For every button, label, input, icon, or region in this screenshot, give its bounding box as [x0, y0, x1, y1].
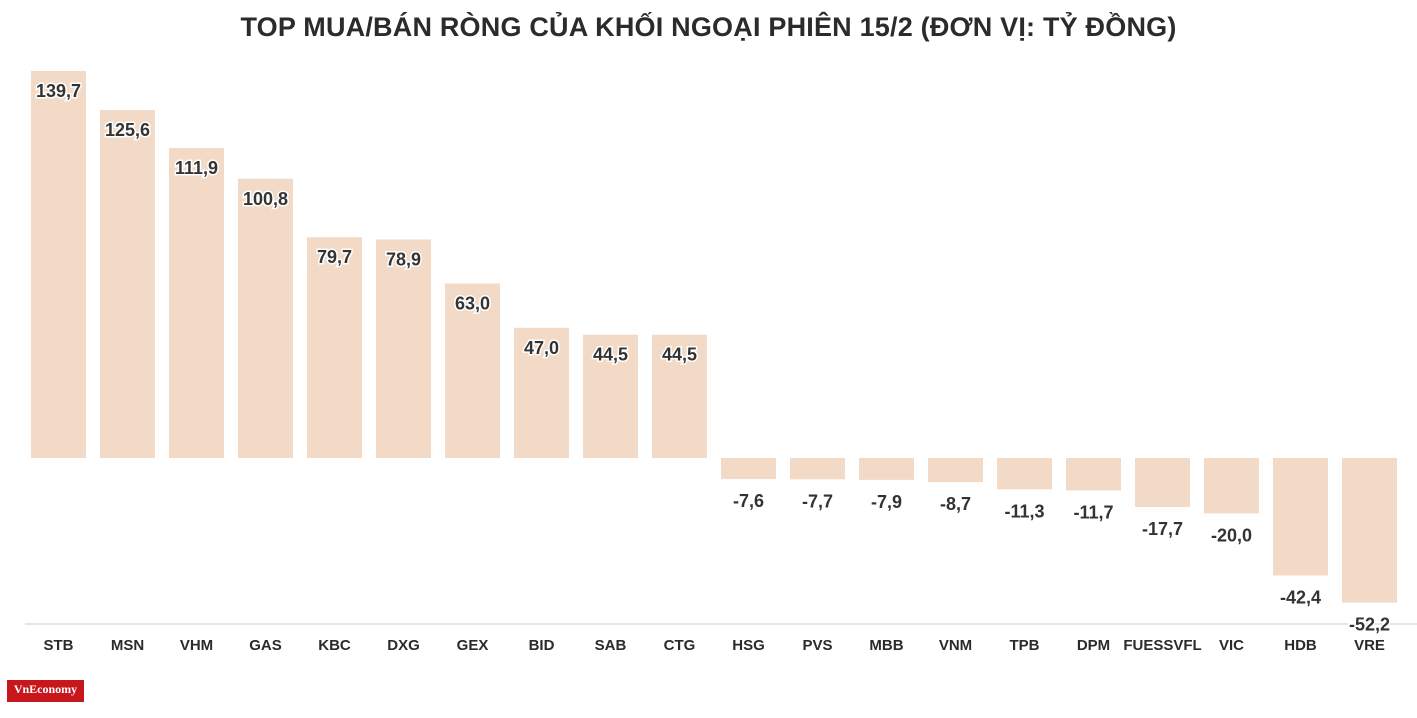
- bar-bid: [514, 327, 569, 458]
- category-label-sab: SAB: [595, 637, 627, 654]
- category-label-mbb: MBB: [869, 637, 903, 654]
- bar-msn: [100, 110, 155, 459]
- bar-gas: [238, 178, 293, 458]
- bar-gex: [445, 283, 500, 458]
- value-label-kbc: 79,7: [317, 247, 352, 267]
- bar-mbb: [859, 458, 914, 480]
- bar-kbc: [307, 237, 362, 458]
- category-label-stb: STB: [44, 637, 74, 654]
- bar-pvs: [790, 458, 845, 480]
- category-label-dxg: DXG: [387, 637, 420, 654]
- value-label-ctg: 44,5: [662, 345, 697, 365]
- bar-stb: [31, 71, 86, 458]
- category-label-vre: VRE: [1354, 637, 1385, 654]
- category-label-hsg: HSG: [732, 637, 765, 654]
- value-label-mbb: -7,9: [871, 492, 902, 512]
- value-label-pvs: -7,7: [802, 491, 833, 511]
- bar-ctg: [652, 334, 707, 458]
- category-label-bid: BID: [529, 637, 555, 654]
- bar-vre: [1342, 458, 1397, 603]
- value-label-vre: -52,2: [1349, 615, 1390, 635]
- value-label-fuessvfl: -17,7: [1142, 519, 1183, 539]
- bar-dpm: [1066, 458, 1121, 491]
- value-label-hdb: -42,4: [1280, 587, 1321, 607]
- bar-hsg: [721, 458, 776, 480]
- category-label-fuessvfl: FUESSVFL: [1123, 637, 1201, 654]
- value-label-hsg: -7,6: [733, 491, 764, 511]
- bar-sab: [583, 334, 638, 458]
- bar-vnm: [928, 458, 983, 483]
- value-label-gex: 63,0: [455, 293, 490, 313]
- value-label-vhm: 111,9: [175, 158, 218, 178]
- bar-fuessvfl: [1135, 458, 1190, 508]
- value-label-vic: -20,0: [1211, 525, 1252, 545]
- category-label-kbc: KBC: [318, 637, 351, 654]
- category-label-hdb: HDB: [1284, 637, 1317, 654]
- chart-title: TOP MUA/BÁN RÒNG CỦA KHỐI NGOẠI PHIÊN 15…: [240, 12, 1177, 42]
- bar-hdb: [1273, 458, 1328, 576]
- category-label-gas: GAS: [249, 637, 282, 654]
- value-label-bid: 47,0: [524, 338, 559, 358]
- category-label-vic: VIC: [1219, 637, 1244, 654]
- value-label-sab: 44,5: [593, 345, 628, 365]
- bar-tpb: [997, 458, 1052, 490]
- bar-vhm: [169, 148, 224, 458]
- category-label-msn: MSN: [111, 637, 144, 654]
- bar-chart: 139,7 STB 125,6 MSN 111,9 VHM 100,8 GAS 79,7 KBC 7…: [25, 71, 1417, 654]
- value-label-vnm: -8,7: [940, 494, 971, 514]
- bar-dxg: [376, 239, 431, 458]
- vneconomy-logo: VnEconomy: [7, 680, 84, 702]
- category-label-pvs: PVS: [802, 637, 832, 654]
- category-label-ctg: CTG: [664, 637, 696, 654]
- category-label-vnm: VNM: [939, 637, 972, 654]
- category-label-tpb: TPB: [1010, 637, 1040, 654]
- value-label-stb: 139,7: [36, 81, 81, 101]
- category-label-dpm: DPM: [1077, 637, 1110, 654]
- category-label-vhm: VHM: [180, 637, 213, 654]
- value-label-msn: 125,6: [105, 120, 150, 140]
- value-label-gas: 100,8: [243, 189, 288, 209]
- category-label-gex: GEX: [457, 637, 489, 654]
- value-label-dpm: -11,7: [1073, 502, 1113, 522]
- value-label-dxg: 78,9: [386, 249, 421, 269]
- value-label-tpb: -11,3: [1004, 501, 1044, 521]
- bar-vic: [1204, 458, 1259, 514]
- logo-tagline: [7, 701, 84, 706]
